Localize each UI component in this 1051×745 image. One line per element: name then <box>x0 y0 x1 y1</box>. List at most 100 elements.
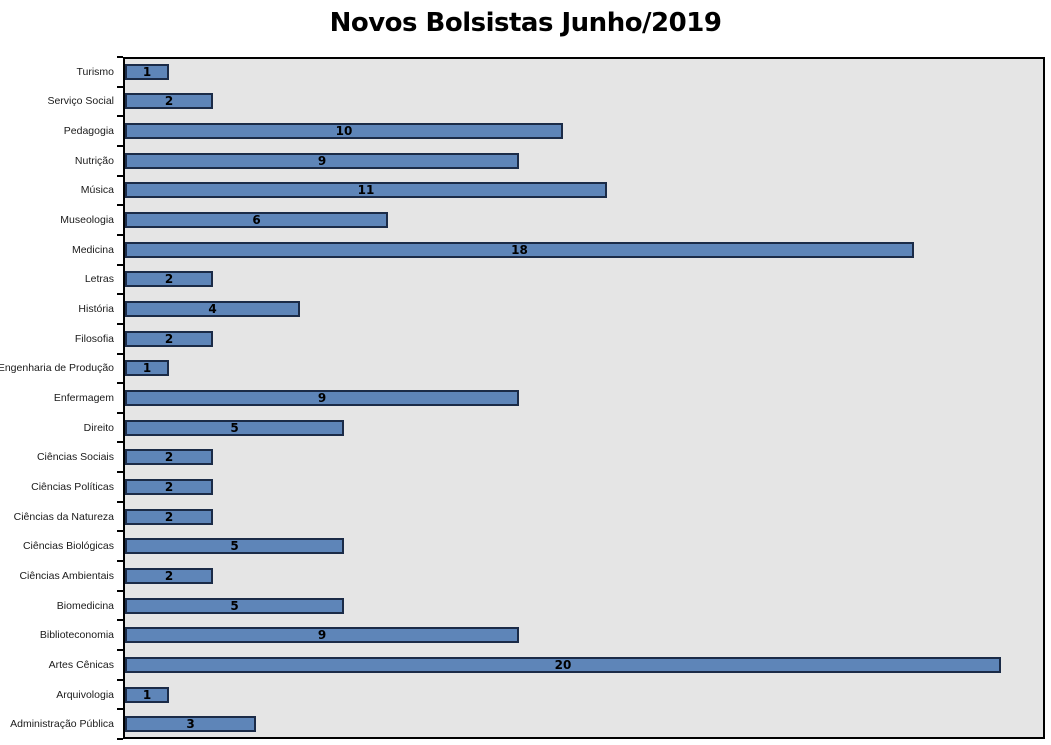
category-label: Letras <box>84 273 114 286</box>
chart-row: Música 11 <box>0 176 1051 206</box>
value-label: 9 <box>317 390 327 405</box>
chart-row: Medicina 18 <box>0 235 1051 265</box>
category-label: Serviço Social <box>47 95 114 108</box>
category-label: Ciências Ambientais <box>19 569 114 582</box>
chart-row: Engenharia de Produção 1 <box>0 354 1051 384</box>
category-label: Administração Pública <box>10 718 114 731</box>
axis-tick-icon <box>117 233 123 236</box>
bar: 9 <box>125 627 519 644</box>
axis-tick-icon <box>117 411 123 414</box>
bar: 9 <box>125 389 519 406</box>
value-label: 5 <box>230 539 239 554</box>
category-label: Biblioteconomia <box>39 629 114 642</box>
chart-row: Museologia 6 <box>0 205 1051 235</box>
value-label: 5 <box>230 420 239 435</box>
bar: 5 <box>125 538 344 555</box>
chart-row: Ciências da Natureza 2 <box>0 502 1051 532</box>
axis-tick-icon <box>117 500 123 503</box>
bar: 5 <box>125 597 344 614</box>
axis-tick-icon <box>117 382 123 385</box>
axis-tick-icon <box>117 738 123 740</box>
value-label: 4 <box>208 302 217 317</box>
bar: 20 <box>125 656 1001 673</box>
axis-tick-icon <box>117 293 123 296</box>
bar: 6 <box>125 212 388 229</box>
value-label: 2 <box>164 94 174 109</box>
category-label: Turismo <box>76 65 114 78</box>
value-label: 20 <box>554 657 572 672</box>
chart-title: Novos Bolsistas Junho/2019 <box>329 8 722 38</box>
axis-tick-icon <box>117 678 123 681</box>
axis-tick-icon <box>117 560 123 563</box>
axis-tick-icon <box>117 115 123 118</box>
chart-row: Nutrição 9 <box>0 146 1051 176</box>
chart-row: Biomedicina 5 <box>0 591 1051 621</box>
chart-row: Biblioteconomia 9 <box>0 620 1051 650</box>
category-label: Filosofia <box>74 332 114 345</box>
category-label: Artes Cênicas <box>48 658 114 671</box>
bar: 2 <box>125 508 213 525</box>
value-label: 5 <box>230 598 239 613</box>
chart-row: Arquivologia 1 <box>0 680 1051 710</box>
bar: 5 <box>125 419 344 436</box>
axis-tick-icon <box>117 263 123 266</box>
chart-row: Enfermagem 9 <box>0 383 1051 413</box>
chart-row: Turismo 1 <box>0 57 1051 87</box>
value-label: 1 <box>142 64 152 79</box>
axis-tick-icon <box>117 174 123 177</box>
category-label: Ciências Biológicas <box>22 540 114 553</box>
chart-row: Serviço Social 2 <box>0 87 1051 117</box>
bar: 2 <box>125 567 213 584</box>
value-label: 2 <box>164 272 174 287</box>
chart-row: Ciências Políticas 2 <box>0 472 1051 502</box>
chart-rows: Turismo 1 Serviço Social 2 Pedagogia 10 Nutriç… <box>0 57 1051 739</box>
value-label: 9 <box>317 153 327 168</box>
bar: 18 <box>125 241 914 258</box>
value-label: 11 <box>357 183 375 198</box>
category-label: Medicina <box>71 243 114 256</box>
axis-tick-icon <box>117 441 123 444</box>
category-label: Direito <box>83 421 114 434</box>
category-label: História <box>78 303 114 316</box>
value-label: 3 <box>186 717 195 732</box>
category-label: Museologia <box>60 214 114 227</box>
bar: 2 <box>125 330 213 347</box>
value-label: 2 <box>164 450 174 465</box>
value-label: 2 <box>164 509 174 524</box>
value-label: 2 <box>164 568 174 583</box>
category-label: Ciências Sociais <box>36 451 114 464</box>
category-label: Engenharia de Produção <box>0 362 114 375</box>
category-label: Enfermagem <box>53 391 114 404</box>
axis-tick-icon <box>117 85 123 88</box>
value-label: 1 <box>142 361 152 376</box>
category-label: Nutrição <box>74 154 114 167</box>
value-label: 2 <box>164 479 174 494</box>
bar: 2 <box>125 93 213 110</box>
category-label: Ciências Políticas <box>31 480 114 493</box>
bar: 2 <box>125 449 213 466</box>
axis-tick-icon <box>117 352 123 355</box>
axis-tick-icon <box>117 144 123 147</box>
category-label: Biomedicina <box>56 599 114 612</box>
category-label: Pedagogia <box>63 125 114 138</box>
bar: 2 <box>125 478 213 495</box>
value-label: 9 <box>317 628 327 643</box>
bar: 1 <box>125 686 169 703</box>
axis-tick-icon <box>117 56 123 58</box>
axis-tick-icon <box>117 471 123 474</box>
chart-row: Artes Cênicas 20 <box>0 650 1051 680</box>
bar: 10 <box>125 123 563 140</box>
bar: 9 <box>125 152 519 169</box>
category-label: Música <box>80 184 114 197</box>
chart-row: Administração Pública 3 <box>0 709 1051 739</box>
value-label: 1 <box>142 687 152 702</box>
chart-row: Ciências Biológicas 5 <box>0 531 1051 561</box>
chart-row: Direito 5 <box>0 413 1051 443</box>
bar: 2 <box>125 271 213 288</box>
axis-tick-icon <box>117 204 123 207</box>
bar: 1 <box>125 63 169 80</box>
bar: 11 <box>125 182 607 199</box>
bar: 3 <box>125 716 256 733</box>
axis-tick-icon <box>117 619 123 622</box>
